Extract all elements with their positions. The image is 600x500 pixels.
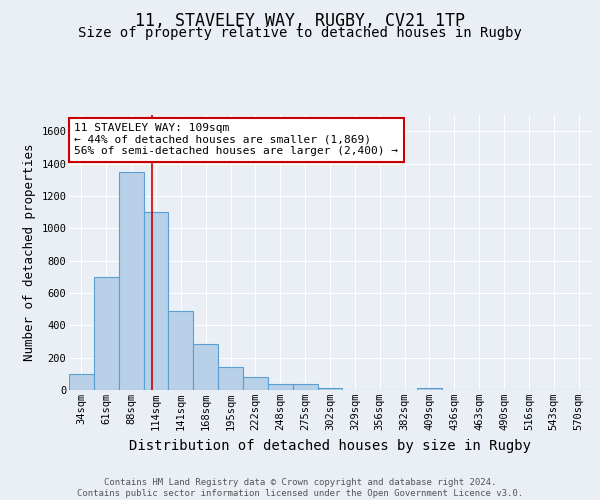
- Bar: [218, 366, 243, 390]
- Bar: [119, 172, 143, 390]
- Bar: [94, 277, 119, 390]
- Text: Size of property relative to detached houses in Rugby: Size of property relative to detached ho…: [78, 26, 522, 40]
- Bar: [143, 212, 169, 390]
- Bar: [417, 388, 442, 390]
- Text: Contains HM Land Registry data © Crown copyright and database right 2024.
Contai: Contains HM Land Registry data © Crown c…: [77, 478, 523, 498]
- X-axis label: Distribution of detached houses by size in Rugby: Distribution of detached houses by size …: [129, 438, 531, 452]
- Bar: [193, 344, 218, 390]
- Bar: [243, 377, 268, 390]
- Bar: [69, 374, 94, 390]
- Bar: [169, 310, 193, 390]
- Text: 11 STAVELEY WAY: 109sqm
← 44% of detached houses are smaller (1,869)
56% of semi: 11 STAVELEY WAY: 109sqm ← 44% of detache…: [74, 123, 398, 156]
- Text: 11, STAVELEY WAY, RUGBY, CV21 1TP: 11, STAVELEY WAY, RUGBY, CV21 1TP: [135, 12, 465, 30]
- Y-axis label: Number of detached properties: Number of detached properties: [23, 144, 35, 361]
- Bar: [293, 384, 317, 390]
- Bar: [317, 388, 343, 390]
- Bar: [268, 384, 293, 390]
